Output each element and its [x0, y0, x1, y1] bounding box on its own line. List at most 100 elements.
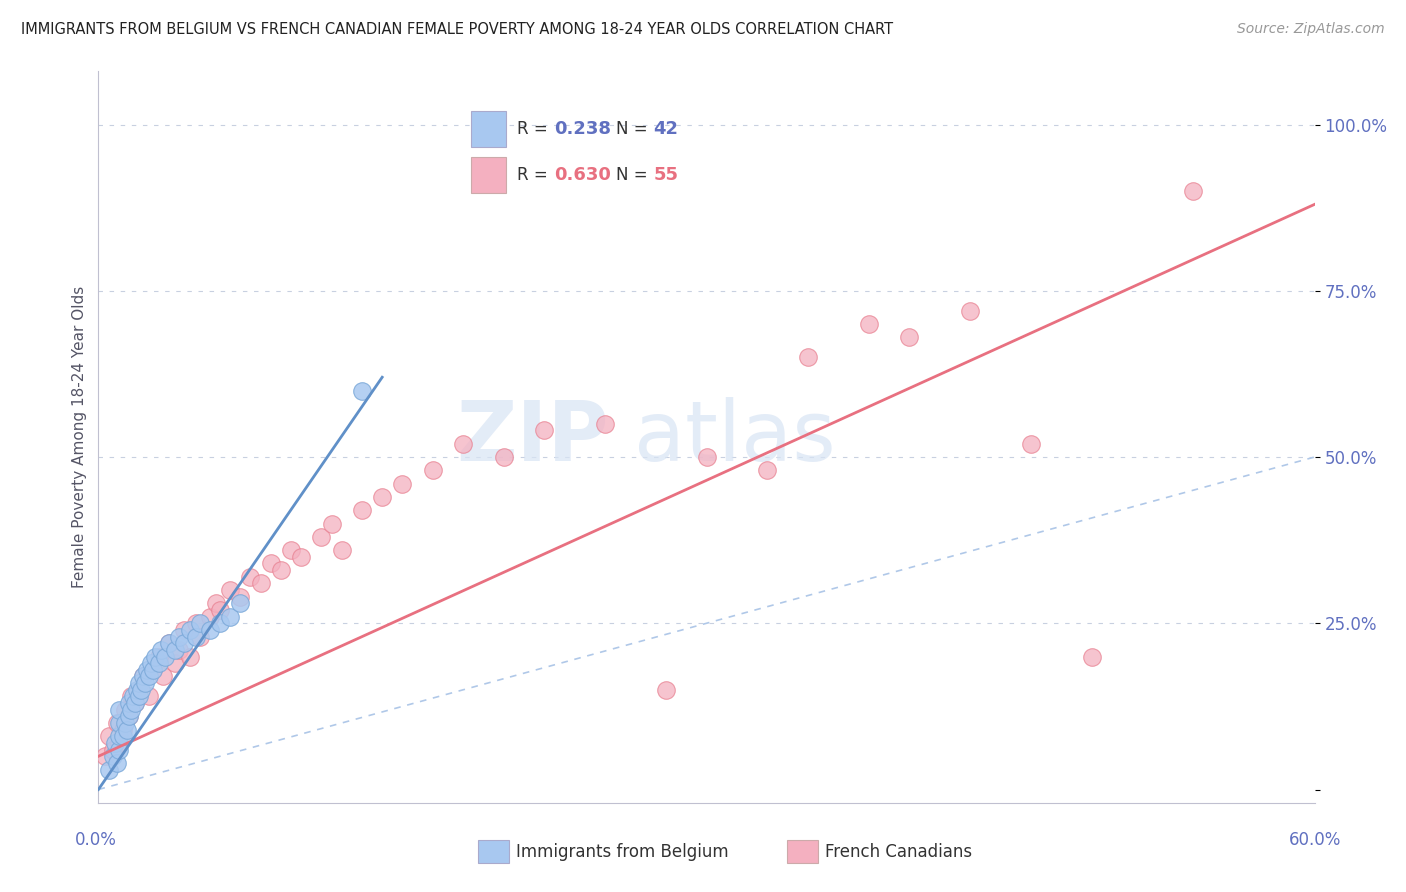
Point: [132, 669, 155, 683]
Point: [104, 736, 127, 750]
Point: [260, 557, 283, 571]
Point: [898, 330, 921, 344]
Point: [97, 729, 120, 743]
Point: [533, 424, 555, 438]
Point: [453, 436, 475, 450]
Point: [128, 676, 150, 690]
Point: [134, 676, 156, 690]
Point: [128, 690, 150, 704]
Text: N =: N =: [616, 166, 652, 184]
Point: [148, 649, 170, 664]
Point: [173, 623, 195, 637]
Point: [114, 716, 136, 731]
Text: IMMIGRANTS FROM BELGIUM VS FRENCH CANADIAN FEMALE POVERTY AMONG 18-24 YEAR OLDS : IMMIGRANTS FROM BELGIUM VS FRENCH CANADI…: [21, 22, 893, 37]
Point: [184, 630, 207, 644]
Point: [188, 616, 211, 631]
Point: [107, 729, 129, 743]
Point: [132, 669, 155, 683]
Point: [107, 716, 129, 731]
Point: [105, 756, 128, 770]
Point: [118, 709, 141, 723]
Point: [179, 623, 201, 637]
Point: [155, 649, 177, 664]
Point: [118, 709, 141, 723]
Text: Immigrants from Belgium: Immigrants from Belgium: [516, 843, 728, 861]
Point: [93, 749, 115, 764]
Text: ZIP: ZIP: [457, 397, 609, 477]
Point: [219, 582, 242, 597]
Point: [169, 643, 191, 657]
Text: 42: 42: [654, 120, 678, 137]
Point: [165, 656, 187, 670]
Point: [209, 603, 232, 617]
Point: [107, 736, 129, 750]
Point: [114, 703, 136, 717]
Point: [959, 303, 981, 318]
Point: [184, 616, 207, 631]
Point: [321, 516, 343, 531]
Point: [129, 682, 152, 697]
Point: [188, 630, 211, 644]
Point: [173, 636, 195, 650]
Point: [330, 543, 353, 558]
Point: [311, 530, 333, 544]
Point: [205, 596, 228, 610]
Point: [198, 623, 221, 637]
Point: [209, 616, 232, 631]
Point: [142, 663, 165, 677]
Point: [152, 669, 174, 683]
Text: French Canadians: French Canadians: [825, 843, 973, 861]
Point: [124, 696, 146, 710]
Y-axis label: Female Poverty Among 18-24 Year Olds: Female Poverty Among 18-24 Year Olds: [72, 286, 87, 588]
Point: [1182, 184, 1205, 198]
Text: 55: 55: [654, 166, 678, 184]
Point: [111, 723, 134, 737]
Point: [229, 590, 252, 604]
Point: [143, 649, 166, 664]
Point: [280, 543, 302, 558]
Point: [270, 563, 292, 577]
Text: 0.0%: 0.0%: [75, 831, 117, 849]
FancyBboxPatch shape: [471, 157, 506, 193]
Point: [165, 643, 187, 657]
Text: atlas: atlas: [634, 397, 835, 477]
Point: [198, 609, 221, 624]
Point: [492, 450, 515, 464]
Point: [756, 463, 779, 477]
Point: [350, 503, 373, 517]
Point: [858, 317, 880, 331]
Point: [138, 690, 160, 704]
Point: [120, 690, 142, 704]
Text: 0.238: 0.238: [554, 120, 612, 137]
Point: [422, 463, 444, 477]
Point: [101, 742, 124, 756]
Point: [97, 763, 120, 777]
Point: [1080, 649, 1102, 664]
Point: [125, 682, 148, 697]
Point: [371, 490, 394, 504]
Point: [118, 696, 141, 710]
Point: [111, 729, 134, 743]
Point: [797, 351, 820, 365]
Point: [150, 643, 173, 657]
Point: [696, 450, 718, 464]
Point: [148, 656, 170, 670]
Point: [290, 549, 312, 564]
Point: [249, 576, 271, 591]
Text: R =: R =: [517, 166, 553, 184]
Point: [350, 384, 373, 398]
Point: [107, 703, 129, 717]
Text: Source: ZipAtlas.com: Source: ZipAtlas.com: [1237, 22, 1385, 37]
Point: [229, 596, 252, 610]
Point: [122, 690, 145, 704]
Text: N =: N =: [616, 120, 652, 137]
Text: 60.0%: 60.0%: [1288, 831, 1341, 849]
Point: [101, 749, 124, 764]
Point: [655, 682, 678, 697]
Point: [136, 663, 159, 677]
Point: [1019, 436, 1042, 450]
Point: [239, 570, 262, 584]
Point: [107, 742, 129, 756]
Point: [124, 696, 146, 710]
Point: [139, 656, 162, 670]
